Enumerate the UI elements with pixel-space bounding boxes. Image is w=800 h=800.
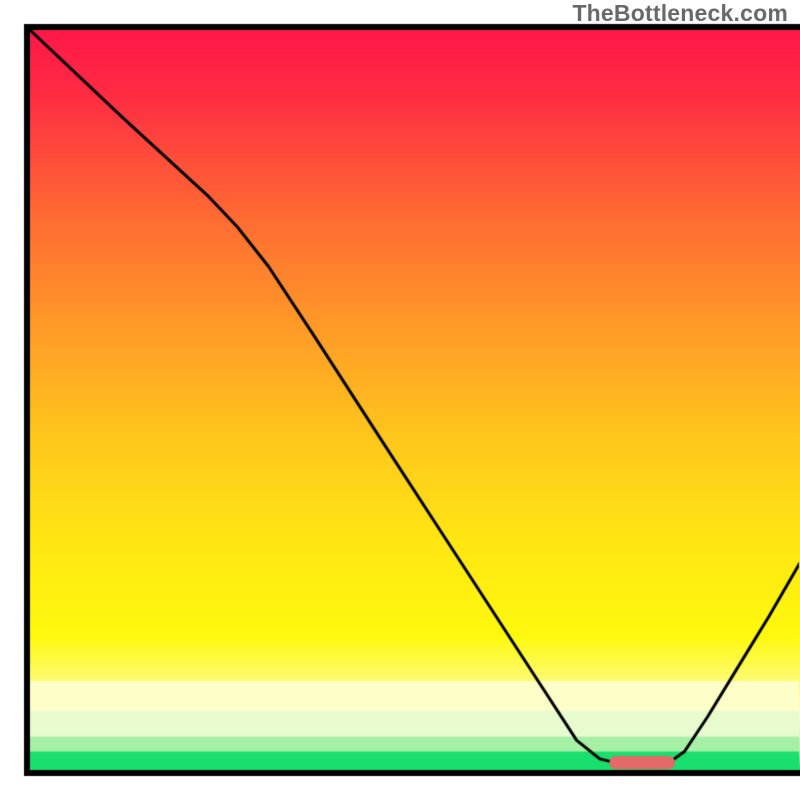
chart-container: TheBottleneck.com: [0, 0, 800, 800]
watermark-text: TheBottleneck.com: [572, 0, 788, 27]
bottleneck-chart-canvas: [0, 0, 800, 800]
